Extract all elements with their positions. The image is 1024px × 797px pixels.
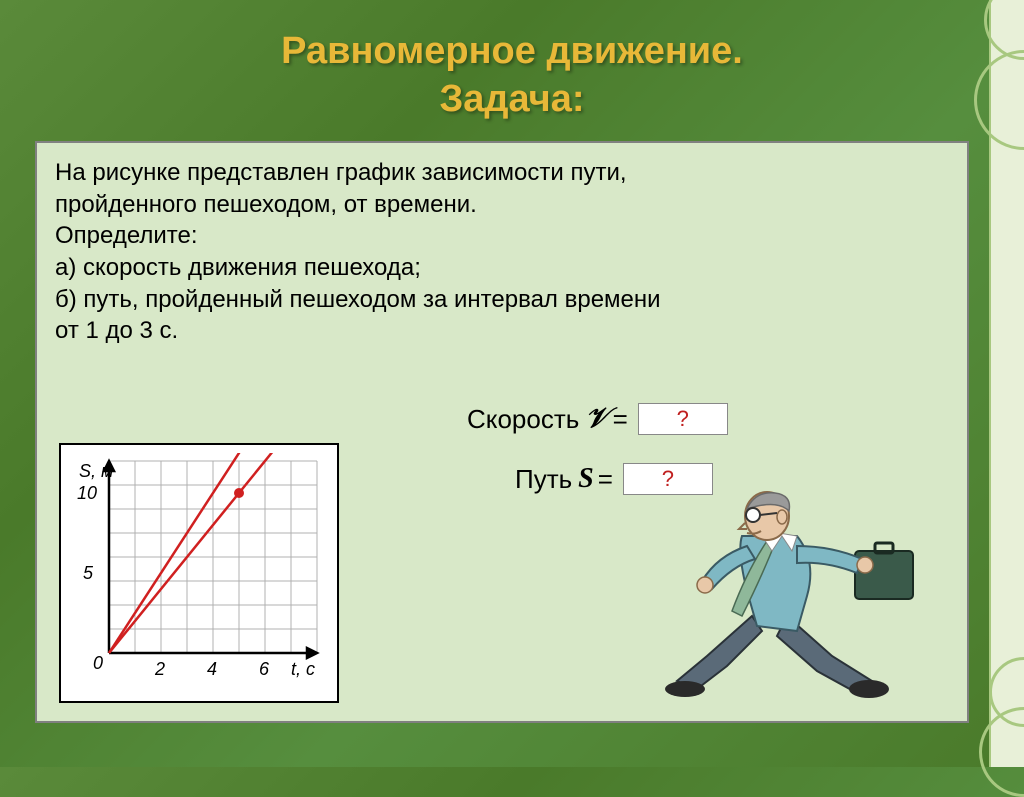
slide-decoration [989,0,1024,767]
item-b-1: б) путь, пройденный пешеходом за интерва… [55,284,949,316]
svg-text:10: 10 [77,483,97,503]
svg-text:5: 5 [83,563,94,583]
problem-text: На рисунке представлен график зависимост… [55,157,949,347]
intro-line-2: пройденного пешеходом, от времени. [55,189,949,221]
distance-time-chart: S, м t, c 0 5 10 2 4 6 [59,443,339,703]
content-box: На рисунке представлен график зависимост… [35,141,969,723]
speed-label: Скорость [467,404,579,435]
intro-line-1: На рисунке представлен график зависимост… [55,157,949,189]
title-line-2: Задача: [20,76,1004,124]
svg-text:2: 2 [154,659,165,679]
svg-text:6: 6 [259,659,270,679]
speed-answer-box[interactable]: ? [638,403,728,435]
origin-label: 0 [93,653,103,673]
path-label: Путь [515,464,572,495]
speed-row: Скорость 𝒱 = ? [467,403,728,435]
speed-symbol: 𝒱 [585,403,608,435]
svg-text:4: 4 [207,659,217,679]
equals-1: = [613,404,628,435]
path-symbol: S [578,463,594,495]
y-axis-label: S, м [79,461,113,481]
running-man-illustration [647,481,927,711]
determine-label: Определите: [55,220,949,252]
x-axis-label: t, c [291,659,315,679]
title-line-1: Равномерное движение. [20,28,1004,76]
equals-2: = [598,464,613,495]
item-a: а) скорость движения пешехода; [55,252,949,284]
item-b-2: от 1 до 3 с. [55,315,949,347]
slide-title: Равномерное движение. Задача: [0,0,1024,137]
